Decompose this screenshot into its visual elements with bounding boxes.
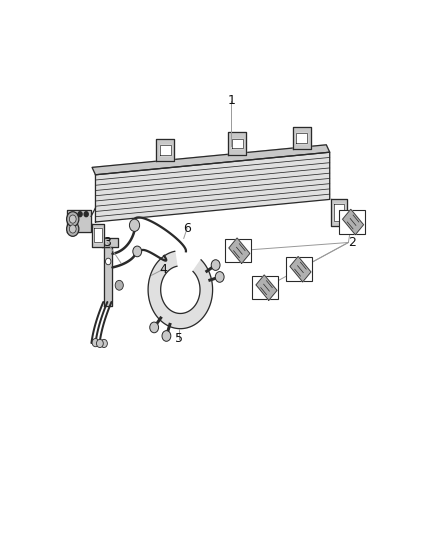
- Bar: [286, 257, 312, 281]
- Polygon shape: [290, 256, 311, 282]
- Polygon shape: [95, 152, 330, 222]
- Text: 4: 4: [159, 263, 167, 276]
- Text: 2: 2: [348, 236, 356, 249]
- Circle shape: [101, 340, 107, 348]
- Text: 3: 3: [103, 236, 111, 249]
- Polygon shape: [156, 139, 174, 161]
- Polygon shape: [343, 209, 364, 235]
- Polygon shape: [104, 247, 113, 306]
- Circle shape: [96, 340, 103, 348]
- Circle shape: [115, 280, 124, 290]
- Polygon shape: [334, 204, 344, 221]
- Circle shape: [133, 246, 141, 257]
- Circle shape: [130, 219, 140, 231]
- Circle shape: [106, 258, 111, 265]
- Bar: [339, 211, 365, 233]
- Polygon shape: [102, 238, 117, 247]
- Circle shape: [92, 338, 99, 347]
- Bar: [252, 276, 278, 300]
- Polygon shape: [92, 145, 330, 175]
- Text: 1: 1: [227, 94, 235, 107]
- Polygon shape: [229, 238, 250, 263]
- Circle shape: [84, 212, 88, 216]
- Polygon shape: [160, 146, 170, 155]
- Circle shape: [67, 222, 79, 236]
- Polygon shape: [67, 209, 91, 232]
- Polygon shape: [332, 199, 347, 226]
- Polygon shape: [293, 127, 311, 149]
- Polygon shape: [92, 224, 104, 247]
- Polygon shape: [95, 228, 102, 243]
- Circle shape: [162, 330, 171, 341]
- Polygon shape: [228, 132, 247, 155]
- Circle shape: [211, 260, 220, 270]
- Circle shape: [215, 272, 224, 282]
- Circle shape: [150, 322, 159, 333]
- Polygon shape: [148, 251, 212, 329]
- Circle shape: [69, 215, 76, 223]
- Circle shape: [67, 212, 79, 227]
- Polygon shape: [232, 139, 243, 148]
- Circle shape: [78, 212, 82, 216]
- Polygon shape: [256, 275, 277, 300]
- Bar: [225, 239, 251, 262]
- Polygon shape: [297, 133, 307, 143]
- Text: 6: 6: [183, 222, 191, 235]
- Text: 5: 5: [175, 333, 183, 345]
- Circle shape: [69, 225, 76, 233]
